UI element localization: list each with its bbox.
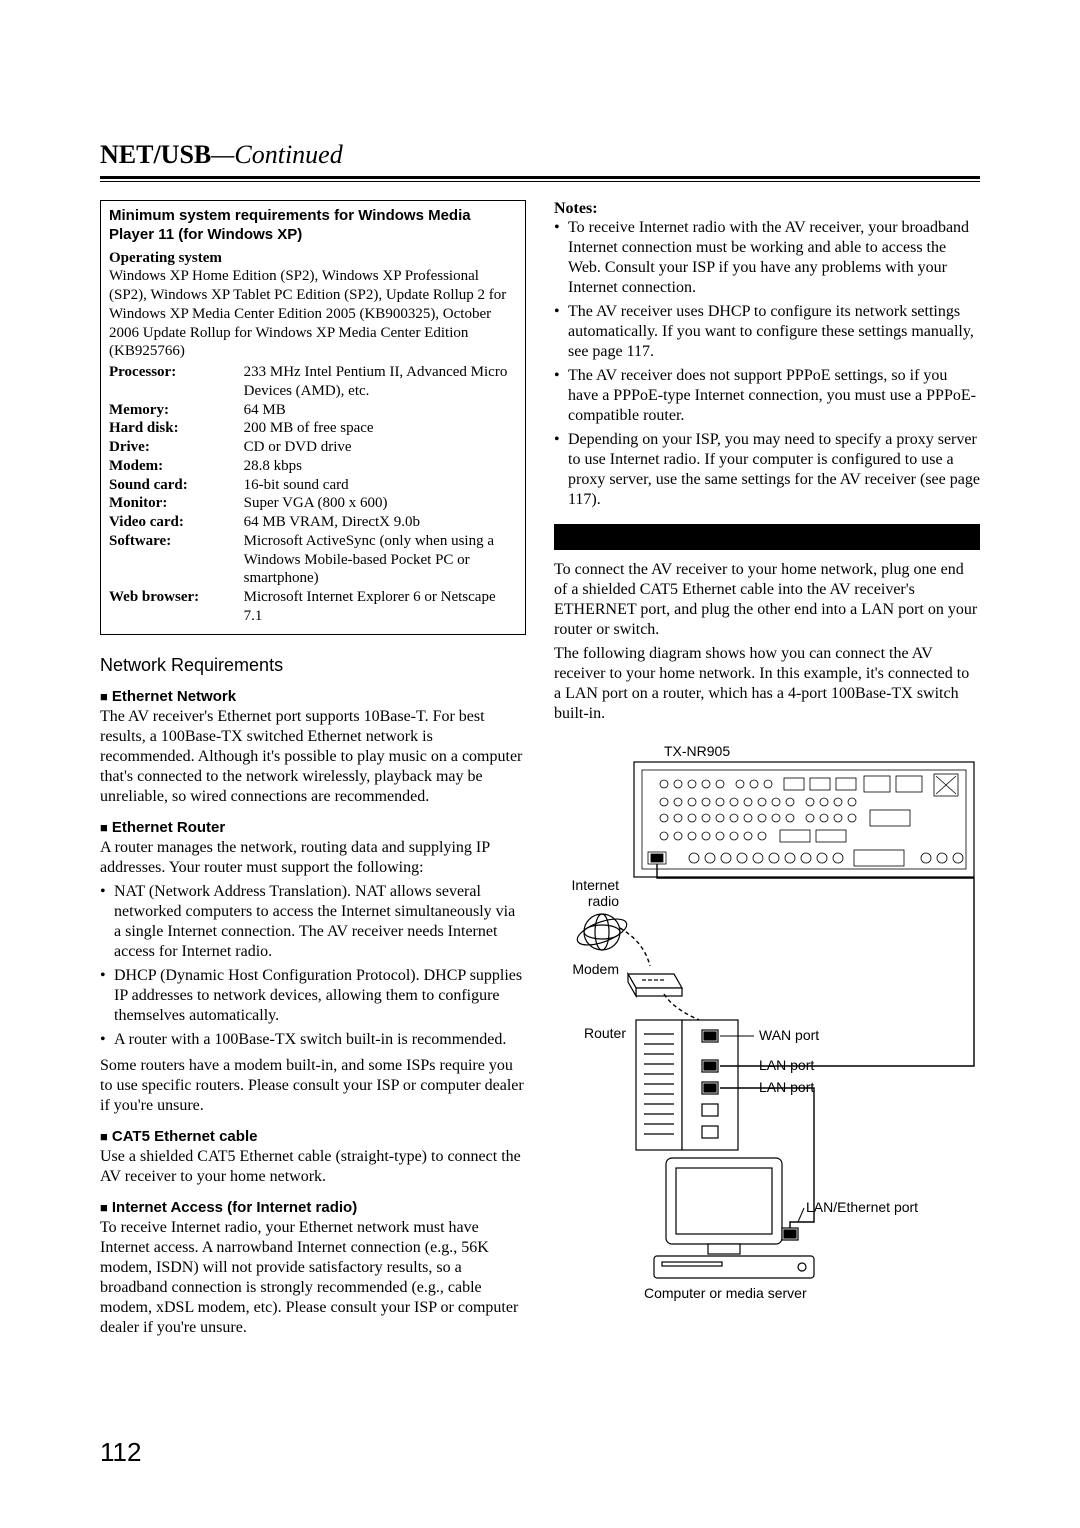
notes-label: Notes: [554, 200, 980, 218]
title-suffix: —Continued [211, 140, 342, 169]
router-bullets: NAT (Network Address Translation). NAT a… [100, 882, 526, 1050]
network-diagram: TX-NR905 [554, 742, 980, 1302]
list-item: The AV receiver uses DHCP to configure i… [568, 302, 980, 362]
square-icon: ■ [100, 689, 108, 704]
title-main: NET/USB [100, 140, 211, 169]
table-row: Video card:64 MB VRAM, DirectX 9.0b [109, 513, 517, 532]
ethernet-router-outro: Some routers have a modem built-in, and … [100, 1056, 526, 1116]
table-row: Memory:64 MB [109, 401, 517, 420]
list-item: A router with a 100Base-TX switch built-… [114, 1030, 526, 1050]
cat5-text: Use a shielded CAT5 Ethernet cable (stra… [100, 1147, 526, 1187]
section-bar [554, 524, 980, 550]
square-icon: ■ [100, 1129, 108, 1144]
ethernet-network-text: The AV receiver's Ethernet port supports… [100, 707, 526, 807]
table-row: Sound card:16-bit sound card [109, 476, 517, 495]
ethernet-router-intro: A router manages the network, routing da… [100, 838, 526, 878]
network-requirements-heading: Network Requirements [100, 655, 526, 676]
list-item: Depending on your ISP, you may need to s… [568, 430, 980, 510]
os-text: Windows XP Home Edition (SP2), Windows X… [109, 267, 517, 361]
os-label: Operating system [109, 249, 517, 268]
page-title: NET/USB—Continued [100, 140, 980, 170]
table-row: Software:Microsoft ActiveSync (only when… [109, 532, 517, 588]
svg-text:Router: Router [584, 1025, 626, 1041]
table-row: Monitor:Super VGA (800 x 600) [109, 494, 517, 513]
svg-text:LAN port: LAN port [759, 1057, 814, 1073]
spec-box: Minimum system requirements for Windows … [100, 200, 526, 635]
table-row: Modem:28.8 kbps [109, 457, 517, 476]
right-column: Notes: To receive Internet radio with th… [554, 200, 980, 1342]
svg-text:LAN/Ethernet port: LAN/Ethernet port [806, 1199, 918, 1215]
svg-text:Modem: Modem [572, 961, 619, 977]
internet-access-subhead: ■Internet Access (for Internet radio) [100, 1199, 526, 1216]
list-item: To receive Internet radio with the AV re… [568, 218, 980, 298]
cat5-subhead: ■CAT5 Ethernet cable [100, 1128, 526, 1145]
left-column: Minimum system requirements for Windows … [100, 200, 526, 1342]
table-row: Web browser:Microsoft Internet Explorer … [109, 588, 517, 626]
internet-access-text: To receive Internet radio, your Ethernet… [100, 1218, 526, 1338]
page-number: 112 [100, 1437, 141, 1468]
table-row: Drive:CD or DVD drive [109, 438, 517, 457]
title-rule [100, 176, 980, 182]
svg-text:Computer or media server: Computer or media server [644, 1285, 807, 1301]
spec-heading: Minimum system requirements for Windows … [109, 207, 517, 245]
list-item: NAT (Network Address Translation). NAT a… [114, 882, 526, 962]
list-item: DHCP (Dynamic Host Configuration Protoco… [114, 966, 526, 1026]
diagram-model-label: TX-NR905 [664, 743, 730, 759]
ethernet-network-subhead: ■Ethernet Network [100, 688, 526, 705]
spec-table: Processor:233 MHz Intel Pentium II, Adva… [109, 363, 517, 626]
svg-text:radio: radio [588, 893, 619, 909]
svg-text:LAN port: LAN port [759, 1079, 814, 1095]
connect-para-2: The following diagram shows how you can … [554, 644, 980, 724]
square-icon: ■ [100, 1200, 108, 1215]
svg-text:WAN port: WAN port [759, 1027, 819, 1043]
notes-list: To receive Internet radio with the AV re… [554, 218, 980, 510]
svg-text:Internet: Internet [572, 877, 620, 893]
table-row: Processor:233 MHz Intel Pentium II, Adva… [109, 363, 517, 401]
table-row: Hard disk:200 MB of free space [109, 419, 517, 438]
list-item: The AV receiver does not support PPPoE s… [568, 366, 980, 426]
ethernet-router-subhead: ■Ethernet Router [100, 819, 526, 836]
connect-para-1: To connect the AV receiver to your home … [554, 560, 980, 640]
square-icon: ■ [100, 820, 108, 835]
